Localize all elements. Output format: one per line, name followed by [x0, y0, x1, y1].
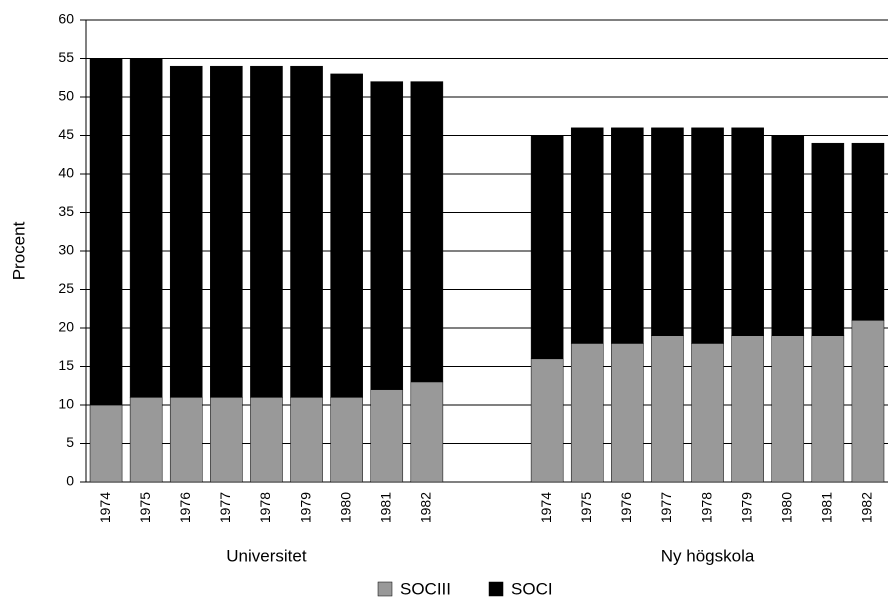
legend-label: SOCIII [400, 579, 451, 598]
bar-segment [530, 358, 564, 483]
x-tick-label: 1976 [177, 492, 193, 523]
bar-segment [250, 397, 283, 483]
y-tick-label: 60 [58, 11, 74, 27]
bar-segment [651, 127, 684, 336]
x-tick-label: 1974 [538, 492, 554, 523]
y-tick-label: 25 [58, 280, 74, 296]
bar-segment [570, 127, 604, 344]
bar-segment [771, 135, 805, 336]
bar-segment [851, 320, 885, 483]
x-tick-label: 1982 [418, 492, 434, 523]
y-tick-label: 15 [58, 357, 74, 373]
bar-segment [89, 58, 123, 406]
bar-segment [330, 73, 363, 398]
x-tick-label: 1979 [297, 492, 313, 523]
x-tick-label: 1974 [97, 492, 113, 523]
x-tick-label: 1975 [578, 492, 594, 523]
legend-swatch [488, 581, 504, 597]
y-tick-label: 30 [58, 242, 74, 258]
legend-label: SOCI [511, 579, 553, 598]
bar-segment [691, 343, 724, 483]
bar-segment [370, 81, 404, 390]
y-tick-label: 20 [58, 319, 74, 335]
bar-segment [611, 127, 644, 344]
legend-swatch [377, 581, 393, 597]
bar-segment [691, 127, 724, 344]
bar-segment [651, 335, 684, 483]
bar-segment [169, 397, 203, 483]
bar-segment [851, 142, 885, 321]
bar-segment [129, 58, 163, 398]
bar-segment [410, 381, 444, 483]
y-tick-label: 55 [58, 49, 74, 65]
bar-segment [570, 343, 604, 483]
x-tick-label: 1978 [257, 492, 273, 523]
bar-segment [370, 389, 404, 483]
x-tick-label: 1979 [738, 492, 754, 523]
y-tick-label: 10 [58, 396, 74, 412]
y-tick-label: 0 [66, 473, 74, 489]
x-tick-label: 1977 [658, 492, 674, 523]
bar-segment [210, 65, 243, 398]
y-tick-label: 45 [58, 126, 74, 142]
x-tick-label: 1981 [377, 492, 393, 523]
bar-segment [410, 81, 444, 383]
bar-segment [611, 343, 644, 483]
y-axis-label: Procent [9, 221, 28, 280]
x-tick-label: 1976 [618, 492, 634, 523]
bar-segment [169, 65, 203, 398]
x-tick-label: 1975 [137, 492, 153, 523]
bar-segment [290, 397, 323, 483]
x-tick-label: 1978 [698, 492, 714, 523]
bar-segment [290, 65, 323, 398]
bar-segment [530, 135, 564, 360]
y-tick-label: 40 [58, 165, 74, 181]
group-label: Universitet [226, 546, 307, 565]
bar-segment [771, 335, 805, 483]
bar-segment [250, 65, 283, 398]
y-tick-label: 50 [58, 88, 74, 104]
x-tick-label: 1980 [778, 492, 794, 523]
bar-segment [731, 335, 764, 483]
bar-segment [330, 397, 363, 483]
bar-segment [129, 397, 163, 483]
bar-segment [210, 397, 243, 483]
bar-segment [89, 404, 123, 483]
x-tick-label: 1981 [819, 492, 835, 523]
x-tick-label: 1977 [217, 492, 233, 523]
x-tick-label: 1980 [337, 492, 353, 523]
y-tick-label: 35 [58, 203, 74, 219]
bar-segment [811, 142, 845, 336]
group-label: Ny högskola [661, 546, 755, 565]
x-tick-label: 1982 [859, 492, 875, 523]
y-tick-label: 5 [66, 434, 74, 450]
bar-segment [811, 335, 845, 483]
bar-segment [731, 127, 764, 336]
